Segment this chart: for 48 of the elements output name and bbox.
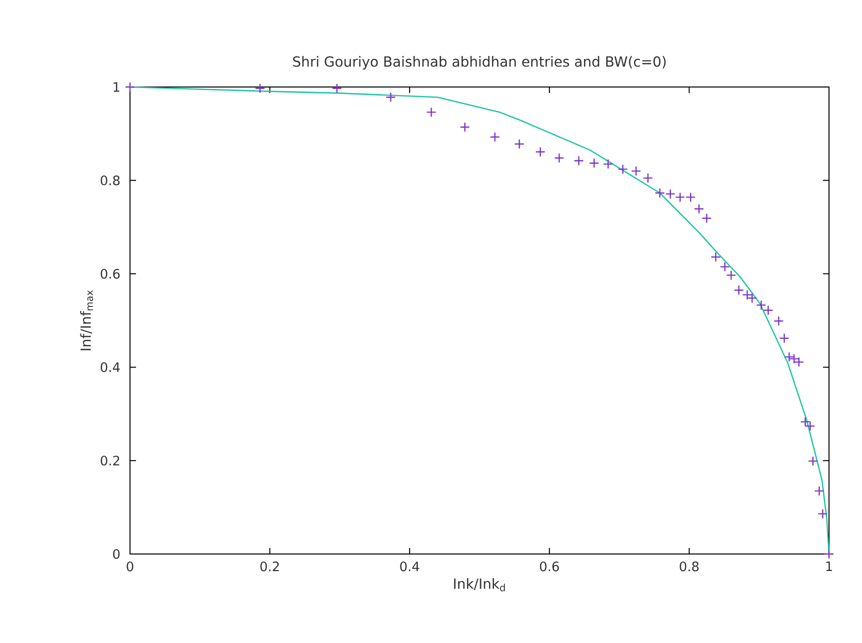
point — [332, 83, 342, 94]
y-tick-label: 0 — [113, 549, 120, 559]
point — [814, 486, 824, 496]
y-tick-label: 0.8 — [100, 176, 120, 186]
x-tick-label: 0.2 — [260, 562, 279, 572]
point — [124, 82, 136, 92]
point — [686, 192, 696, 202]
point — [808, 456, 818, 466]
point — [618, 164, 628, 174]
point — [824, 548, 834, 560]
point — [514, 138, 524, 150]
line-series — [129, 86, 830, 555]
point — [710, 252, 721, 262]
point — [734, 285, 744, 296]
y-tick-label: 0.2 — [100, 456, 120, 466]
chart-title: Shri Gouriyo Baishnab abhidhan entries and BW(c=0) — [293, 56, 666, 70]
y-axis-title: Inf/Inf$_{max}$ — [80, 290, 94, 350]
point — [589, 158, 600, 168]
x-tick-label: 0 — [126, 562, 134, 572]
point — [254, 83, 266, 94]
point — [720, 262, 730, 272]
x-axis-title: Ink/Ink$_{d}$ — [454, 578, 505, 592]
point — [490, 132, 500, 142]
y-tick-label: 0.6 — [100, 268, 120, 279]
point — [665, 188, 676, 200]
point — [386, 92, 396, 102]
point — [426, 107, 436, 118]
point — [818, 508, 828, 519]
x-tick-label: 0.4 — [400, 562, 420, 572]
x-tick-label: 1 — [826, 562, 832, 571]
x-tick-label: 0.8 — [680, 562, 699, 572]
point — [630, 166, 642, 176]
point — [554, 152, 564, 164]
x-tick-label: 0.6 — [540, 562, 559, 572]
point — [460, 122, 470, 132]
point — [574, 156, 584, 166]
point — [603, 158, 614, 170]
point — [774, 316, 784, 326]
point — [675, 192, 686, 202]
point — [694, 204, 704, 214]
point — [642, 172, 654, 184]
point — [779, 333, 790, 344]
point — [702, 213, 712, 224]
point — [535, 146, 546, 158]
point — [726, 270, 736, 280]
y-tick-label: 0.4 — [100, 362, 120, 372]
y-tick-label: 1 — [114, 82, 120, 92]
point — [654, 188, 665, 198]
